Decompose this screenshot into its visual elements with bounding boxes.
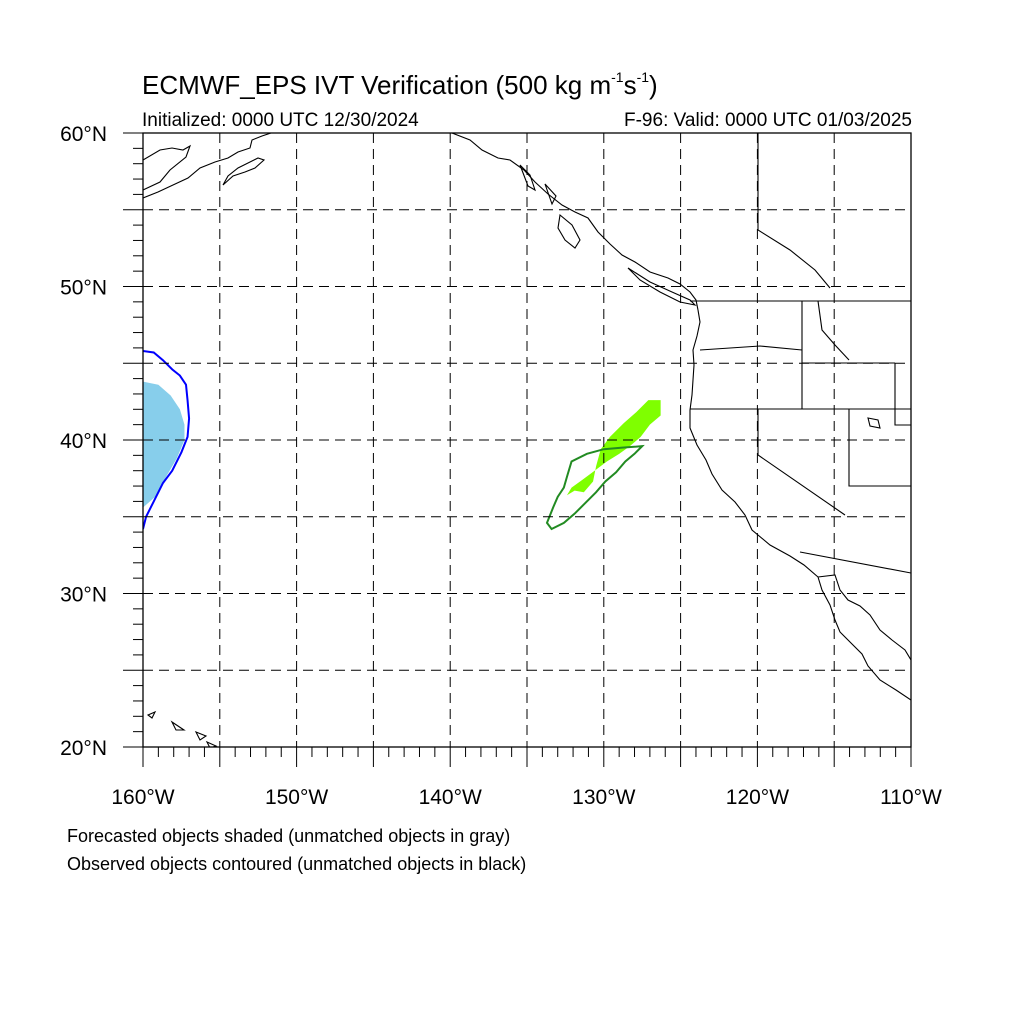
lake-tahoe-island xyxy=(867,417,881,429)
map-frame xyxy=(142,132,912,748)
x-tick-label: 120°W xyxy=(726,786,789,809)
political-borders xyxy=(690,133,911,574)
y-tick-label: 30°N xyxy=(60,584,107,607)
us-west-coastline xyxy=(689,309,819,578)
bc-coastline xyxy=(451,133,699,311)
plot-title: ECMWF_EPS IVT Verification (500 kg m-1s-… xyxy=(142,69,658,100)
observed-note: Observed objects contoured (unmatched ob… xyxy=(67,854,527,874)
bc-islands xyxy=(519,164,697,306)
west-edge-object-forecast-shading xyxy=(143,381,185,508)
x-tick-label: 110°W xyxy=(880,786,942,809)
baja-coastline xyxy=(817,574,911,701)
y-tick-label: 50°N xyxy=(60,277,107,300)
kodiak-island xyxy=(222,157,266,186)
y-tick-label: 60°N xyxy=(60,123,107,146)
forecast-note: Forecasted objects shaded (unmatched obj… xyxy=(67,826,511,846)
initialized-time: Initialized: 0000 UTC 12/30/2024 xyxy=(142,110,419,131)
x-tick-label: 160°W xyxy=(111,786,174,809)
x-tick-label: 140°W xyxy=(419,786,482,809)
x-tick-label: 150°W xyxy=(265,786,328,809)
valid-time: F-96: Valid: 0000 UTC 01/03/2025 xyxy=(624,110,912,131)
hawaii-islands xyxy=(146,710,218,747)
y-tick-label: 40°N xyxy=(60,430,107,453)
alaska-coastline xyxy=(143,133,272,199)
y-tick-label: 20°N xyxy=(60,737,107,760)
offshore-object-observed-contour xyxy=(545,444,645,531)
x-tick-label: 130°W xyxy=(572,786,635,809)
